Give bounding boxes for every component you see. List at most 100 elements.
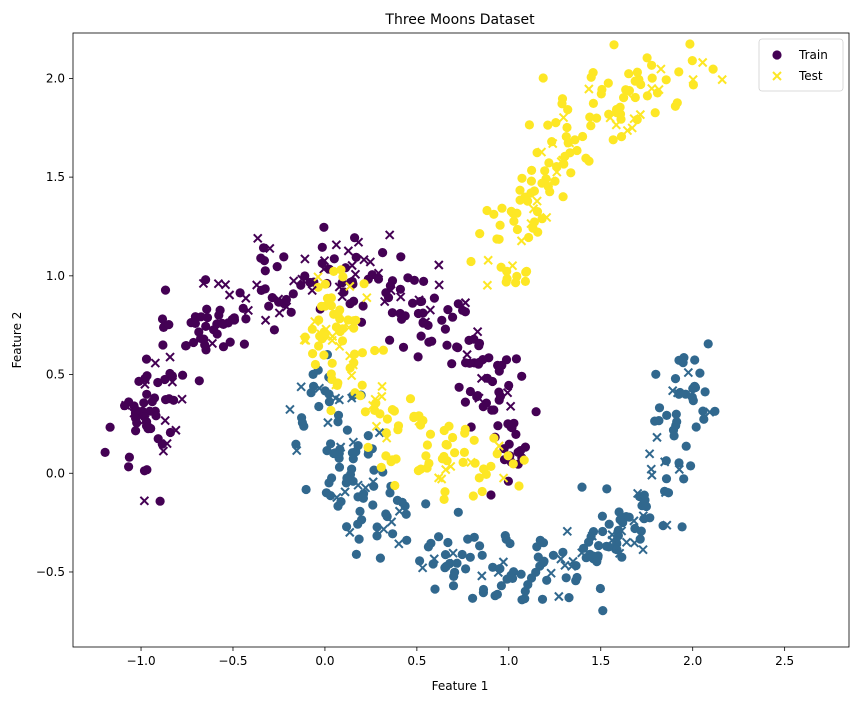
train-point: [650, 416, 660, 426]
train-point: [322, 293, 333, 303]
train-point: [527, 165, 537, 175]
y-tick-label: 2.0: [46, 71, 65, 85]
train-point: [700, 387, 710, 397]
train-point: [272, 262, 282, 272]
train-point: [558, 192, 568, 202]
train-point: [347, 464, 357, 474]
train-point: [650, 108, 660, 118]
train-point: [217, 318, 227, 328]
train-point: [654, 403, 665, 413]
train-point: [422, 440, 432, 450]
train-point: [405, 394, 416, 404]
train-point: [408, 298, 418, 308]
test-point: [334, 341, 345, 352]
train-point: [419, 276, 429, 286]
x-tick-label: 2.5: [775, 654, 794, 668]
test-point: [353, 480, 363, 490]
train-point: [393, 421, 404, 431]
train-point: [306, 388, 316, 398]
train-point: [424, 337, 434, 347]
test-point: [577, 548, 587, 558]
train-point: [524, 232, 534, 243]
train-point: [196, 312, 206, 322]
train-point: [397, 497, 407, 507]
test-point: [360, 483, 371, 493]
test-point: [394, 506, 405, 516]
test-point: [414, 416, 424, 426]
train-point: [647, 60, 657, 70]
test-point: [310, 316, 320, 327]
data-points: [100, 39, 727, 616]
train-point: [474, 357, 484, 367]
test-point: [688, 74, 698, 85]
train-point: [586, 121, 596, 131]
train-point: [618, 517, 628, 528]
train-point: [378, 345, 388, 355]
train-point: [584, 537, 594, 547]
train-point: [351, 549, 361, 560]
test-point: [348, 437, 359, 447]
train-point: [604, 519, 614, 529]
test-point: [345, 527, 355, 538]
train-point: [319, 350, 329, 360]
test-point: [370, 394, 380, 404]
train-point: [334, 462, 345, 472]
test-point: [327, 331, 338, 342]
train-point: [679, 474, 689, 484]
train-point: [489, 433, 499, 443]
test-point: [381, 433, 392, 443]
train-point: [274, 297, 284, 307]
train-point: [487, 405, 497, 415]
train-point: [503, 419, 513, 429]
legend-box: [758, 38, 844, 92]
test-point: [434, 260, 444, 270]
train-point: [169, 395, 179, 405]
train-point: [238, 303, 248, 313]
test-point: [129, 408, 139, 418]
test-point: [296, 382, 306, 392]
train-point: [448, 312, 458, 322]
train-point: [155, 496, 165, 506]
test-point: [541, 212, 552, 223]
train-point: [510, 278, 521, 288]
train-point: [492, 449, 502, 459]
train-point: [391, 454, 401, 464]
train-point: [336, 265, 346, 275]
train-point: [564, 593, 574, 603]
test-point: [483, 255, 493, 265]
test-point: [386, 517, 397, 527]
train-point: [477, 550, 487, 560]
test-point: [347, 393, 357, 403]
train-point: [443, 537, 453, 548]
train-point: [669, 431, 679, 441]
train-point: [388, 529, 398, 539]
test-point: [507, 261, 518, 271]
train-point: [452, 342, 462, 352]
test-point: [638, 544, 648, 555]
train-point: [566, 168, 576, 178]
test-point: [425, 305, 436, 315]
test-point: [347, 260, 357, 271]
test-point: [301, 335, 311, 346]
train-point: [624, 86, 635, 96]
train-point: [503, 476, 513, 486]
train-point: [327, 358, 337, 368]
test-point: [656, 64, 666, 74]
train-point: [561, 573, 571, 583]
test-point: [554, 591, 564, 602]
train-point: [317, 242, 327, 252]
test-point: [346, 370, 357, 381]
train-point: [452, 558, 462, 568]
test-point: [683, 367, 694, 378]
train-point: [100, 447, 110, 457]
train-point: [194, 327, 204, 337]
train-point: [519, 455, 529, 465]
test-point: [379, 296, 390, 307]
train-point: [497, 203, 507, 213]
test-point: [547, 176, 557, 186]
train-point: [368, 500, 378, 510]
train-point: [212, 329, 222, 339]
train-point: [543, 182, 553, 192]
train-point: [486, 461, 496, 471]
test-point: [241, 293, 251, 303]
